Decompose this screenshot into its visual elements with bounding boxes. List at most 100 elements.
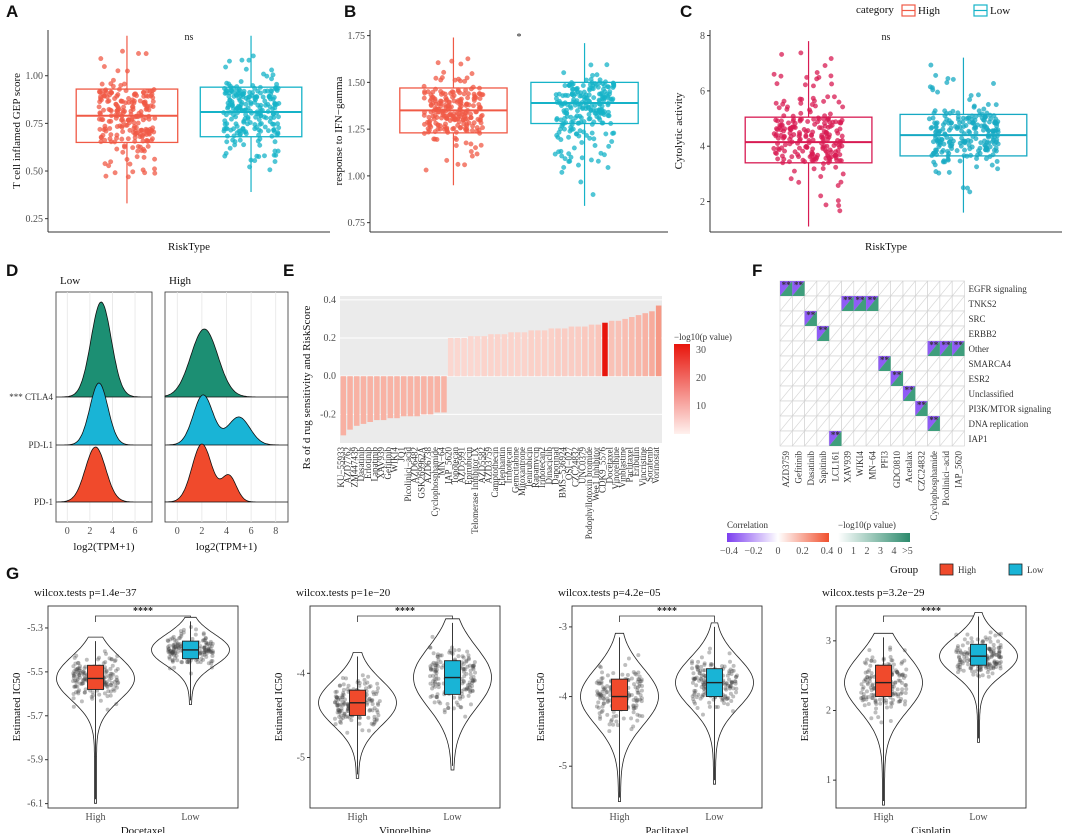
point-High xyxy=(140,117,146,123)
point-High xyxy=(472,145,479,151)
point-High xyxy=(101,64,107,70)
point-High xyxy=(444,128,450,134)
x-tick-label: 2 xyxy=(87,526,92,537)
point-High xyxy=(76,689,81,694)
point-High xyxy=(869,674,874,679)
y-tick-label: -3 xyxy=(559,622,567,633)
point-Low xyxy=(202,652,207,657)
point-High xyxy=(884,700,889,705)
test-label: wilcox.tests p=4.2e−05 xyxy=(558,587,661,599)
point-High xyxy=(465,95,471,101)
point-Low xyxy=(258,102,264,108)
point-Low xyxy=(577,101,583,107)
point-High xyxy=(107,656,112,661)
x-tick-label: Low xyxy=(443,812,462,823)
point-High xyxy=(466,120,472,126)
sig-label: **** xyxy=(395,606,415,617)
col-label: Cyclophosphamide xyxy=(929,451,939,521)
point-High xyxy=(97,126,103,132)
point-Low xyxy=(977,668,982,673)
point-High xyxy=(338,713,343,718)
point-Low xyxy=(593,107,599,114)
point-High xyxy=(105,707,110,712)
point-Low xyxy=(167,643,172,648)
point-Low xyxy=(429,667,434,672)
bar-Topotecan xyxy=(454,338,461,377)
point-Low xyxy=(986,140,992,146)
point-High xyxy=(823,202,829,208)
point-Low xyxy=(710,662,715,667)
panel-G: Group High Low -5.3 -5.5 -5.7 -5.9 -6.1 Estimate… xyxy=(11,563,1044,833)
point-Low xyxy=(980,673,985,678)
point-Low xyxy=(228,116,235,122)
y-tick-label: 1 xyxy=(826,775,831,786)
bar-AZD5991 xyxy=(461,338,467,377)
panel-F: ** **** ** ******** ** **************EGFR sig… xyxy=(720,280,1052,557)
point-High xyxy=(638,693,643,698)
point-Low xyxy=(699,677,704,682)
point-Low xyxy=(552,151,558,157)
point-High xyxy=(888,645,893,650)
point-Low xyxy=(206,648,211,653)
point-High xyxy=(106,98,112,104)
point-Low xyxy=(725,702,730,707)
point-High xyxy=(772,150,778,156)
point-High xyxy=(114,702,119,707)
point-High xyxy=(115,107,121,113)
point-Low xyxy=(226,58,233,64)
point-High xyxy=(464,75,470,81)
point-Low xyxy=(257,136,263,142)
y-tick-label: 0.4 xyxy=(324,295,337,306)
point-Low xyxy=(430,686,435,691)
bar-Eribulin xyxy=(635,315,642,377)
point-High xyxy=(143,51,149,57)
point-Low xyxy=(250,53,256,59)
point-Low xyxy=(604,62,610,68)
legend-p-tick: >5 xyxy=(902,546,913,557)
point-High xyxy=(861,685,866,690)
point-High xyxy=(771,145,777,152)
row-label: ESR2 xyxy=(969,374,990,384)
legend-label-High: High xyxy=(918,5,941,17)
point-High xyxy=(438,115,445,121)
point-Low xyxy=(987,636,992,641)
point-Low xyxy=(223,64,229,70)
point-High xyxy=(125,174,131,180)
point-Low xyxy=(956,662,961,667)
point-High xyxy=(898,699,903,704)
point-Low xyxy=(436,676,441,681)
point-Low xyxy=(955,116,961,122)
y-axis-title: Estimated IC50 xyxy=(11,672,23,741)
point-Low xyxy=(690,659,695,664)
point-High xyxy=(631,698,636,703)
point-Low xyxy=(948,120,954,126)
bar-Telomerase Inhibitor IX xyxy=(474,336,481,377)
point-High xyxy=(428,96,435,102)
y-tick-label: 0.2 xyxy=(324,333,337,344)
y-axis-title: response to IFN−gamma xyxy=(333,76,345,185)
point-Low xyxy=(588,62,594,68)
point-High xyxy=(151,166,158,172)
point-Low xyxy=(570,81,576,87)
point-High xyxy=(114,135,120,141)
point-High xyxy=(601,701,606,706)
legend-title: −log10(p value) xyxy=(674,332,732,342)
point-High xyxy=(338,719,343,724)
point-Low xyxy=(992,134,998,140)
point-High xyxy=(98,698,103,703)
point-Low xyxy=(945,76,951,82)
point-Low xyxy=(990,671,995,676)
point-Low xyxy=(994,661,999,666)
point-Low xyxy=(733,679,738,684)
point-High xyxy=(470,103,477,109)
point-Low xyxy=(445,702,450,707)
point-Low xyxy=(969,636,974,641)
legend-label-Low: Low xyxy=(1027,565,1044,575)
point-Low xyxy=(209,659,214,664)
point-Low xyxy=(247,164,253,170)
point-Low xyxy=(944,116,950,122)
point-Low xyxy=(175,644,180,649)
facet-title: Low xyxy=(60,275,80,287)
point-High xyxy=(121,81,127,87)
point-Low xyxy=(556,91,562,97)
